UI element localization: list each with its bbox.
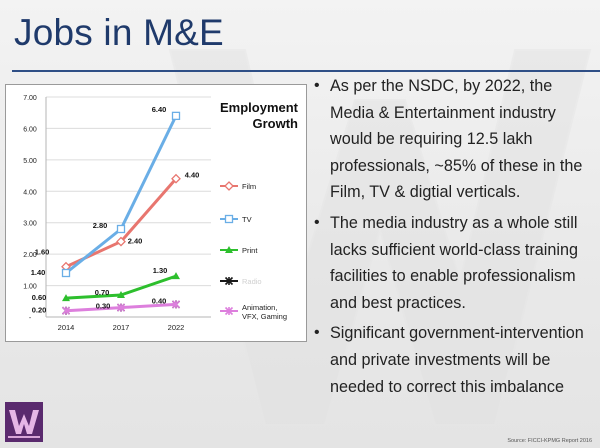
data-label: 4.40 [185,171,200,180]
w-logo-icon [5,402,43,442]
legend-marker [225,246,233,253]
legend-label: Animation, VFX, Gaming [242,303,287,321]
legend-label: Print [242,246,258,255]
data-point [171,173,181,184]
bullet-text: The media industry as a whole still lack… [330,213,579,312]
data-label: 6.40 [152,105,167,114]
data-label: 0.20 [32,306,47,315]
y-tick-label: 5.00 [23,158,37,165]
legend-label: TV [242,215,252,224]
bullet-list: • As per the NSDC, by 2022, the Media & E… [312,73,596,400]
y-tick-label: 1.00 [23,284,37,291]
page-title: Jobs in M&E [14,12,224,53]
bullet-text: Significant government-intervention and … [330,324,584,396]
data-point [116,303,126,312]
data-point [61,306,71,315]
data-label: 0.30 [96,302,111,311]
data-point [171,111,181,121]
x-tick-label: 2017 [113,323,130,332]
data-label: 1.40 [31,268,46,277]
data-point [172,272,180,280]
chart-title-line-1: Employment [220,100,299,115]
data-label: 1.60 [35,248,50,257]
data-label: 1.30 [153,266,168,275]
title-divider [12,70,600,72]
source-note: Source: FICCI-KPMG Report 2016 [507,438,592,444]
data-point [117,291,125,298]
legend-marker [224,181,234,191]
legend-marker [224,306,234,316]
bullet-dot-icon: • [314,213,320,231]
y-tick-label: 2.00 [23,252,37,259]
series-line [65,115,178,275]
x-tick-label: 2014 [58,323,75,332]
data-point [61,268,71,278]
chart-title-line-2: Growth [253,116,299,131]
data-label: 0.70 [95,288,110,297]
data-point [116,224,126,234]
data-point [171,300,181,309]
y-tick-label: - [29,315,32,322]
bullet-item: • The media industry as a whole still lac… [312,210,596,316]
bullet-text: As per the NSDC, by 2022, the Media & En… [330,77,583,202]
x-tick-label: 2022 [168,323,185,332]
y-tick-label: 7.00 [23,95,37,102]
legend-marker [224,214,234,224]
data-point [116,236,126,247]
data-label: 0.40 [152,296,167,305]
data-point [62,294,70,302]
data-label: 2.80 [93,221,108,230]
y-tick-label: 3.00 [23,221,37,228]
y-tick-label: 6.00 [23,126,37,133]
data-label: 2.40 [128,237,143,246]
bullet-dot-icon: • [314,324,320,342]
bullet-item: • Significant government-intervention and… [312,320,596,400]
bullet-dot-icon: • [314,77,320,94]
legend-marker [224,276,234,286]
bullet-item: • As per the NSDC, by 2022, the Media & E… [312,73,596,206]
data-label: 0.60 [32,293,47,302]
legend-label: Film [242,182,256,191]
employment-growth-chart: - 1.00 2.00 3.00 4.00 5.00 6.00 7.00 2014 2017 202… [5,84,307,342]
y-tick-label: 4.00 [23,189,37,196]
chart-canvas: - 1.00 2.00 3.00 4.00 5.00 6.00 7.00 2014 2017 202… [23,95,299,332]
legend-label: Radio [242,277,262,286]
